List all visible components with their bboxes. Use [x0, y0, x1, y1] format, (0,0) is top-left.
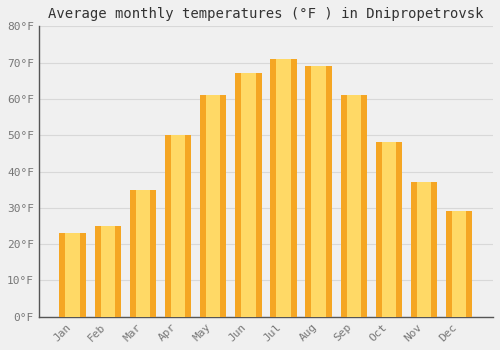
Bar	[411, 182, 438, 317]
Bar	[60, 233, 86, 317]
Bar	[100, 226, 115, 317]
Bar	[136, 190, 150, 317]
Bar	[276, 59, 291, 317]
Bar	[241, 74, 256, 317]
Bar	[66, 233, 80, 317]
Bar	[200, 95, 226, 317]
Bar	[382, 142, 396, 317]
Title: Average monthly temperatures (°F ) in Dnipropetrovsk: Average monthly temperatures (°F ) in Dn…	[48, 7, 484, 21]
Bar	[165, 135, 191, 317]
Bar	[446, 211, 472, 317]
Bar	[235, 74, 262, 317]
Bar	[94, 226, 121, 317]
Bar	[376, 142, 402, 317]
Bar	[452, 211, 466, 317]
Bar	[340, 95, 367, 317]
Bar	[417, 182, 432, 317]
Bar	[306, 66, 332, 317]
Bar	[206, 95, 220, 317]
Bar	[130, 190, 156, 317]
Bar	[270, 59, 296, 317]
Bar	[171, 135, 186, 317]
Bar	[346, 95, 361, 317]
Bar	[312, 66, 326, 317]
